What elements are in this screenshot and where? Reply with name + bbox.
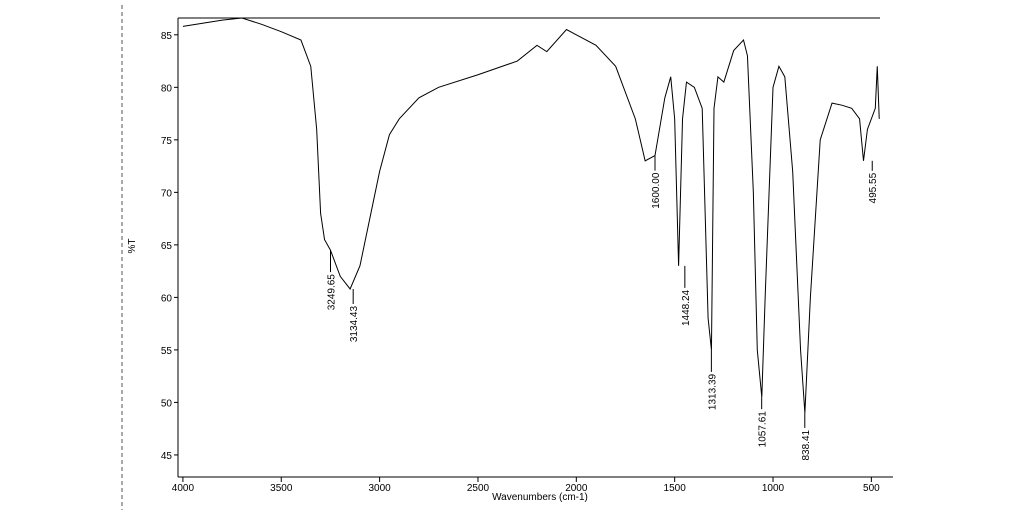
x-tick-label: 1000 xyxy=(762,483,785,494)
y-tick-label: 60 xyxy=(161,293,173,304)
x-tick-label: 4000 xyxy=(172,483,195,494)
y-tick-label: 65 xyxy=(161,241,173,252)
peak-label: 1448.24 xyxy=(681,289,692,326)
x-tick-label: 500 xyxy=(863,483,880,494)
peak-label: 1313.39 xyxy=(707,373,718,410)
y-tick-label: 55 xyxy=(161,346,173,357)
peak-label: 838.41 xyxy=(801,429,812,460)
y-tick-label: 50 xyxy=(161,398,173,409)
y-tick-label: 85 xyxy=(161,31,173,42)
y-tick-label: 75 xyxy=(161,136,173,147)
x-tick-label: 2000 xyxy=(565,483,588,494)
peak-label: 3249.65 xyxy=(327,274,338,311)
peak-label: 1057.61 xyxy=(758,411,769,448)
x-tick-label: 1500 xyxy=(664,483,687,494)
peak-label: 3134.43 xyxy=(349,306,360,343)
peak-label: 495.55 xyxy=(868,172,879,203)
spectrum-line xyxy=(182,17,880,413)
y-axis-label: %T xyxy=(127,239,138,254)
x-tick-label: 3000 xyxy=(368,483,391,494)
x-tick-label: 2500 xyxy=(467,483,490,494)
y-tick-label: 70 xyxy=(161,188,173,199)
x-axis-label: Wavenumbers (cm-1) xyxy=(492,492,588,503)
y-tick-label: 45 xyxy=(161,451,173,462)
peak-label: 1600.00 xyxy=(651,172,662,209)
y-tick-label: 80 xyxy=(161,83,173,94)
x-tick-label: 3500 xyxy=(270,483,293,494)
